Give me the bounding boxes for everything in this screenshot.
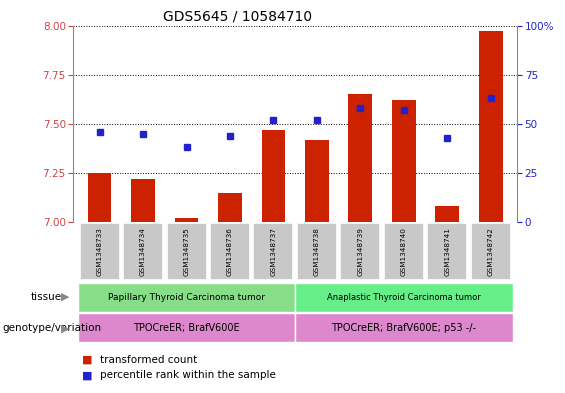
Text: tissue: tissue — [31, 292, 62, 302]
Text: Papillary Thyroid Carcinoma tumor: Papillary Thyroid Carcinoma tumor — [108, 293, 265, 301]
Text: GSM1348736: GSM1348736 — [227, 228, 233, 276]
Bar — [295, 283, 512, 312]
Bar — [384, 223, 424, 281]
Text: GSM1348734: GSM1348734 — [140, 228, 146, 276]
Bar — [305, 140, 329, 222]
Text: percentile rank within the sample: percentile rank within the sample — [100, 370, 276, 380]
Bar — [436, 206, 459, 222]
Text: GSM1348735: GSM1348735 — [184, 228, 189, 276]
Text: GSM1348740: GSM1348740 — [401, 228, 407, 276]
Bar — [167, 223, 207, 281]
Text: GSM1348738: GSM1348738 — [314, 228, 320, 276]
Bar — [210, 223, 250, 281]
Text: GSM1348741: GSM1348741 — [445, 228, 450, 276]
Bar — [123, 223, 163, 281]
Bar — [80, 223, 120, 281]
Text: GDS5645 / 10584710: GDS5645 / 10584710 — [163, 10, 312, 24]
Bar — [262, 130, 285, 222]
Text: genotype/variation: genotype/variation — [3, 323, 102, 333]
Bar — [78, 313, 295, 342]
Text: Anaplastic Thyroid Carcinoma tumor: Anaplastic Thyroid Carcinoma tumor — [327, 293, 481, 301]
Text: GSM1348739: GSM1348739 — [358, 228, 363, 276]
Bar — [392, 100, 416, 222]
Bar — [349, 94, 372, 222]
Bar — [471, 223, 511, 281]
Bar — [254, 223, 293, 281]
Text: ■: ■ — [82, 370, 93, 380]
Text: GSM1348742: GSM1348742 — [488, 228, 494, 276]
Bar — [341, 223, 380, 281]
Bar — [479, 31, 503, 222]
Bar — [427, 223, 467, 281]
Bar — [218, 193, 242, 222]
Bar — [175, 218, 198, 222]
Text: TPOCreER; BrafV600E; p53 -/-: TPOCreER; BrafV600E; p53 -/- — [332, 323, 476, 333]
Text: GSM1348733: GSM1348733 — [97, 228, 102, 276]
Bar — [88, 173, 111, 222]
Bar — [297, 223, 337, 281]
Text: ▶: ▶ — [61, 323, 69, 333]
Bar — [78, 283, 295, 312]
Text: transformed count: transformed count — [100, 354, 197, 365]
Text: ▶: ▶ — [61, 292, 69, 302]
Text: ■: ■ — [82, 354, 93, 365]
Text: GSM1348737: GSM1348737 — [271, 228, 276, 276]
Bar — [295, 313, 512, 342]
Text: TPOCreER; BrafV600E: TPOCreER; BrafV600E — [133, 323, 240, 333]
Bar — [131, 179, 155, 222]
